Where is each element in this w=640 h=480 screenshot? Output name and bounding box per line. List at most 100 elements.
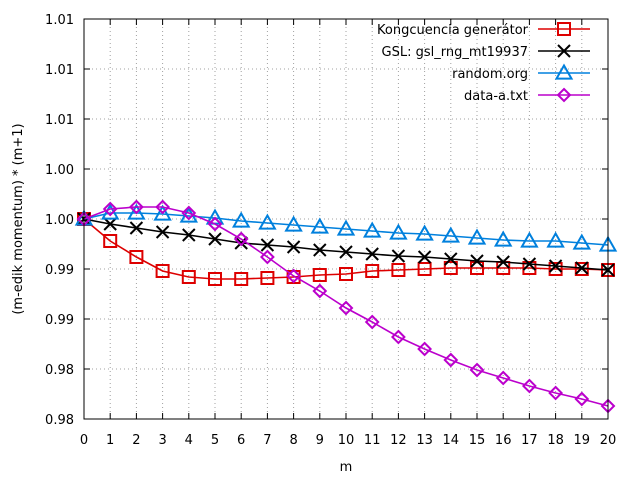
data-point bbox=[362, 221, 382, 238]
x-tick-label: 8 bbox=[289, 433, 297, 448]
x-tick-label: 5 bbox=[211, 433, 219, 448]
axis-ticks bbox=[83, 18, 609, 420]
x-tick-label: 9 bbox=[316, 433, 324, 448]
data-point bbox=[286, 240, 301, 254]
legend-label: random.org bbox=[452, 67, 528, 82]
data-point bbox=[310, 217, 330, 234]
data-point bbox=[443, 261, 458, 275]
data-point bbox=[548, 262, 563, 276]
legend-label: data-a.txt bbox=[464, 89, 528, 104]
y-tick-label: 0.99 bbox=[45, 263, 74, 278]
data-point bbox=[103, 217, 117, 231]
series-line bbox=[83, 212, 609, 246]
x-tick-label: 10 bbox=[338, 433, 355, 448]
data-point bbox=[260, 271, 275, 285]
legend-label: GSL: gsl_rng_mt19937 bbox=[382, 45, 528, 60]
data-point bbox=[548, 385, 564, 401]
series-1 bbox=[77, 212, 615, 277]
x-tick-label: 14 bbox=[443, 433, 460, 448]
data-point bbox=[155, 264, 170, 278]
y-tick-label: 1.00 bbox=[45, 163, 74, 178]
data-point bbox=[441, 226, 461, 243]
data-point bbox=[390, 329, 406, 345]
data-point bbox=[128, 199, 144, 215]
legend-label: Kongcuencia generátor bbox=[377, 23, 529, 38]
x-tick-label: 17 bbox=[521, 433, 538, 448]
data-point bbox=[365, 264, 380, 278]
x-tick-label: 12 bbox=[390, 433, 407, 448]
data-point bbox=[260, 238, 275, 252]
y-tick-label: 1.01 bbox=[45, 113, 74, 128]
data-point bbox=[102, 201, 118, 217]
series-line bbox=[83, 218, 609, 280]
data-point bbox=[129, 221, 144, 235]
x-tick-label: 6 bbox=[237, 433, 245, 448]
data-point bbox=[391, 263, 406, 277]
data-point bbox=[364, 314, 380, 330]
data-point bbox=[469, 362, 485, 378]
data-point bbox=[155, 225, 170, 239]
data-point bbox=[155, 199, 171, 215]
data-point bbox=[153, 204, 172, 221]
x-tick-label: 3 bbox=[158, 433, 166, 448]
legend: Kongcuencia generátor GSL: gsl_rng_mt1993… bbox=[377, 22, 590, 104]
data-point bbox=[415, 224, 434, 241]
data-point bbox=[313, 243, 327, 257]
y-tick-label: 0.98 bbox=[45, 363, 74, 378]
data-point bbox=[467, 228, 487, 245]
data-point bbox=[443, 352, 459, 368]
data-point bbox=[574, 391, 590, 407]
data-point bbox=[234, 236, 248, 250]
data-point bbox=[234, 272, 249, 286]
y-tick-label: 0.98 bbox=[45, 413, 74, 428]
x-tick-label: 4 bbox=[185, 433, 193, 448]
data-point bbox=[127, 203, 146, 220]
data-point bbox=[259, 249, 275, 265]
data-point bbox=[546, 231, 565, 248]
x-tick-label: 15 bbox=[469, 433, 486, 448]
y-tick-label: 1.00 bbox=[45, 213, 74, 228]
data-point bbox=[207, 216, 223, 232]
y-tick-label: 1.01 bbox=[45, 63, 74, 78]
x-tick-label: 20 bbox=[600, 433, 617, 448]
data-point bbox=[493, 230, 513, 247]
data-point bbox=[181, 205, 197, 221]
x-tick-label: 1 bbox=[106, 433, 114, 448]
data-point bbox=[496, 255, 510, 269]
x-tick-label: 13 bbox=[416, 433, 433, 448]
data-point bbox=[520, 231, 539, 248]
data-point bbox=[417, 262, 432, 276]
x-tick-label: 7 bbox=[263, 433, 271, 448]
data-point bbox=[286, 268, 302, 284]
data-point bbox=[129, 250, 144, 264]
data-point bbox=[312, 283, 328, 299]
legend-marker bbox=[557, 22, 571, 36]
legend-marker bbox=[557, 44, 571, 58]
x-tick-label: 0 bbox=[80, 433, 88, 448]
data-point bbox=[181, 270, 196, 284]
data-point bbox=[575, 261, 589, 275]
plot-frame bbox=[83, 18, 609, 420]
data-point bbox=[312, 268, 327, 282]
legend-marker bbox=[554, 63, 574, 80]
data-point bbox=[522, 257, 537, 271]
data-point bbox=[389, 223, 408, 240]
series-line bbox=[83, 206, 609, 407]
data-point bbox=[339, 245, 353, 259]
data-point bbox=[231, 211, 251, 228]
legend-marker bbox=[556, 87, 572, 103]
data-point bbox=[338, 300, 354, 316]
data-point bbox=[548, 259, 563, 273]
x-axis-label: m bbox=[340, 460, 353, 475]
data-point bbox=[391, 249, 406, 263]
data-point bbox=[339, 267, 353, 281]
x-tick-labels: 0 1 2 3 4 5 6 7 8 9 10 11 12 13 14 15 16 17 18 19 20 bbox=[80, 433, 616, 448]
data-point bbox=[444, 252, 458, 266]
data-point bbox=[336, 219, 356, 236]
series-layer bbox=[74, 199, 618, 414]
x-tick-label: 2 bbox=[132, 433, 140, 448]
data-point bbox=[495, 370, 511, 386]
data-point bbox=[208, 232, 222, 246]
x-tick-label: 16 bbox=[495, 433, 512, 448]
